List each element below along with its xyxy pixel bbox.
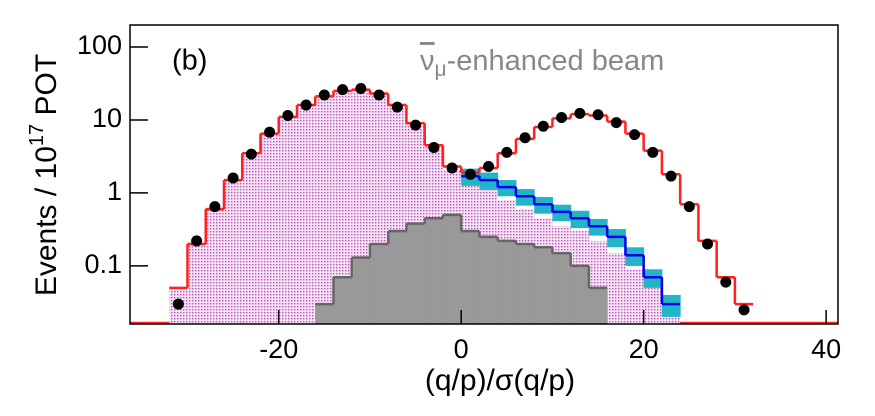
- data-point: [355, 82, 367, 94]
- filled-bin: [442, 214, 462, 324]
- hatched-bin: [205, 209, 224, 324]
- nu: ν: [420, 45, 435, 77]
- data-point: [428, 141, 440, 153]
- ylabel-b: POT: [30, 54, 63, 124]
- filled-bin: [333, 277, 353, 324]
- x-tick-label: 40: [811, 334, 841, 364]
- y-tick-label: 1: [107, 176, 122, 206]
- plot-area: [130, 82, 838, 324]
- hatched-bin: [625, 269, 644, 324]
- filled-bin: [369, 243, 389, 324]
- y-tick-label: 0.1: [84, 249, 122, 279]
- mu: μ: [435, 58, 447, 81]
- filled-bin: [461, 231, 480, 324]
- hatched-bin: [315, 96, 334, 324]
- x-axis-label: (q/p)/σ(q/p): [425, 364, 575, 397]
- data-point: [537, 120, 549, 132]
- data-point: [665, 170, 677, 182]
- data-point: [209, 201, 221, 213]
- filled-bin: [315, 304, 334, 324]
- beam-label: νμ-enhanced beam: [420, 45, 664, 81]
- annotation: (b): [172, 45, 207, 77]
- data-point: [501, 146, 513, 158]
- data-point: [592, 109, 604, 121]
- data-point: [483, 161, 495, 173]
- y-tick-label: 100: [77, 30, 122, 60]
- data-point: [337, 84, 349, 96]
- data-point: [738, 304, 750, 316]
- data-point: [519, 132, 531, 144]
- filled-bin: [406, 223, 426, 324]
- error-band: [625, 247, 645, 266]
- error-band: [661, 294, 681, 317]
- filled-bin: [388, 231, 407, 324]
- hatched-bin: [607, 253, 626, 324]
- data-point: [647, 146, 659, 158]
- data-point: [373, 89, 385, 101]
- filled-bin: [552, 253, 572, 324]
- ylabel-a: Events / 10: [30, 146, 63, 296]
- hatched-bin: [643, 287, 662, 324]
- data-point: [574, 107, 586, 119]
- data-point: [464, 168, 476, 180]
- data-point: [683, 201, 695, 213]
- data-point: [410, 119, 422, 131]
- data-point: [172, 298, 184, 310]
- ylabel-exp: 17: [26, 124, 48, 146]
- data-point: [191, 235, 203, 247]
- filled-bin: [351, 257, 371, 324]
- frame: [129, 24, 839, 325]
- hatched-bin: [260, 133, 279, 324]
- filled-bin: [534, 247, 553, 324]
- y-axis-label: Events / 1017 POT: [26, 54, 63, 296]
- filled-bin: [497, 240, 517, 324]
- filled-bin: [570, 265, 590, 324]
- hatched-bin: [223, 180, 243, 324]
- hatched-bin: [278, 116, 297, 324]
- data-point: [227, 172, 239, 184]
- filled-bin: [424, 218, 444, 324]
- hatched-bin: [187, 243, 206, 324]
- data-point: [318, 89, 330, 101]
- data-point: [629, 129, 641, 141]
- data-point: [391, 101, 403, 113]
- hatched-bin: [296, 105, 316, 324]
- x-tick-label: 20: [629, 334, 659, 364]
- y-tick-label: 10: [92, 103, 122, 133]
- filled-bin: [515, 243, 535, 324]
- error-band: [607, 229, 626, 248]
- x-tick-label: 0: [454, 334, 469, 364]
- data-point: [556, 112, 568, 124]
- data-point: [300, 99, 312, 111]
- x-tick-label: -20: [259, 334, 298, 364]
- data-point: [702, 238, 714, 250]
- hatched-bin: [242, 153, 261, 324]
- hatched-bin: [333, 90, 352, 324]
- data-point: [610, 117, 622, 129]
- filled-bin: [479, 236, 499, 324]
- data-point: [720, 276, 732, 288]
- beam-text: -enhanced beam: [447, 45, 665, 77]
- error-band: [643, 269, 663, 288]
- data-point: [282, 110, 294, 122]
- data-point: [245, 148, 257, 160]
- data-point: [264, 126, 276, 138]
- filled-bin: [588, 287, 608, 324]
- data-point: [446, 162, 458, 174]
